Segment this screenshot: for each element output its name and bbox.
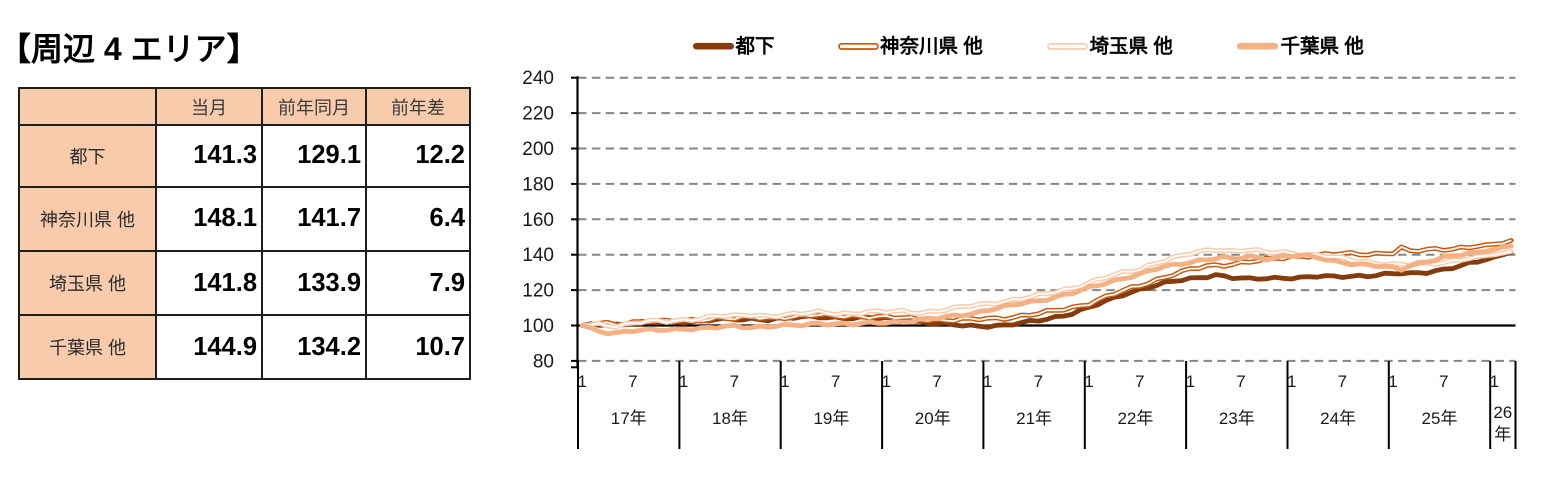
svg-text:千葉県 他: 千葉県 他: [1281, 35, 1365, 58]
svg-text:1: 1: [1490, 372, 1499, 391]
svg-text:1: 1: [780, 372, 789, 391]
svg-text:180: 180: [522, 174, 554, 195]
svg-text:23年: 23年: [1219, 409, 1255, 428]
svg-text:1: 1: [1388, 372, 1397, 391]
svg-text:1: 1: [983, 372, 992, 391]
svg-text:都下: 都下: [735, 36, 775, 58]
svg-text:7: 7: [932, 372, 941, 391]
svg-text:7: 7: [1034, 372, 1043, 391]
svg-text:1: 1: [1186, 372, 1195, 391]
svg-text:7: 7: [1338, 372, 1347, 391]
svg-text:25年: 25年: [1422, 409, 1458, 428]
svg-text:140: 140: [522, 245, 554, 266]
svg-text:7: 7: [628, 372, 637, 391]
svg-text:19年: 19年: [813, 409, 849, 428]
svg-text:7: 7: [1439, 372, 1448, 391]
svg-text:80: 80: [533, 351, 554, 372]
svg-text:埼玉県 他: 埼玉県 他: [1090, 35, 1174, 58]
svg-text:7: 7: [1135, 372, 1144, 391]
svg-text:22年: 22年: [1117, 409, 1153, 428]
svg-text:240: 240: [522, 68, 554, 89]
svg-text:17年: 17年: [611, 409, 647, 428]
svg-text:1: 1: [679, 372, 688, 391]
svg-text:21年: 21年: [1016, 409, 1052, 428]
svg-text:1: 1: [1084, 372, 1093, 391]
svg-text:1: 1: [577, 372, 586, 391]
svg-text:年: 年: [1494, 425, 1511, 444]
svg-text:160: 160: [522, 210, 554, 231]
svg-text:18年: 18年: [712, 409, 748, 428]
svg-text:100: 100: [522, 316, 554, 337]
svg-text:7: 7: [730, 372, 739, 391]
svg-text:20年: 20年: [915, 409, 951, 428]
svg-text:7: 7: [831, 372, 840, 391]
svg-text:1: 1: [882, 372, 891, 391]
svg-text:200: 200: [522, 139, 554, 160]
svg-text:24年: 24年: [1320, 409, 1356, 428]
svg-text:1: 1: [1287, 372, 1296, 391]
svg-text:120: 120: [522, 281, 554, 302]
svg-text:神奈川県 他: 神奈川県 他: [880, 35, 983, 58]
svg-text:7: 7: [1236, 372, 1245, 391]
svg-text:26: 26: [1493, 403, 1512, 422]
svg-text:220: 220: [522, 104, 554, 125]
